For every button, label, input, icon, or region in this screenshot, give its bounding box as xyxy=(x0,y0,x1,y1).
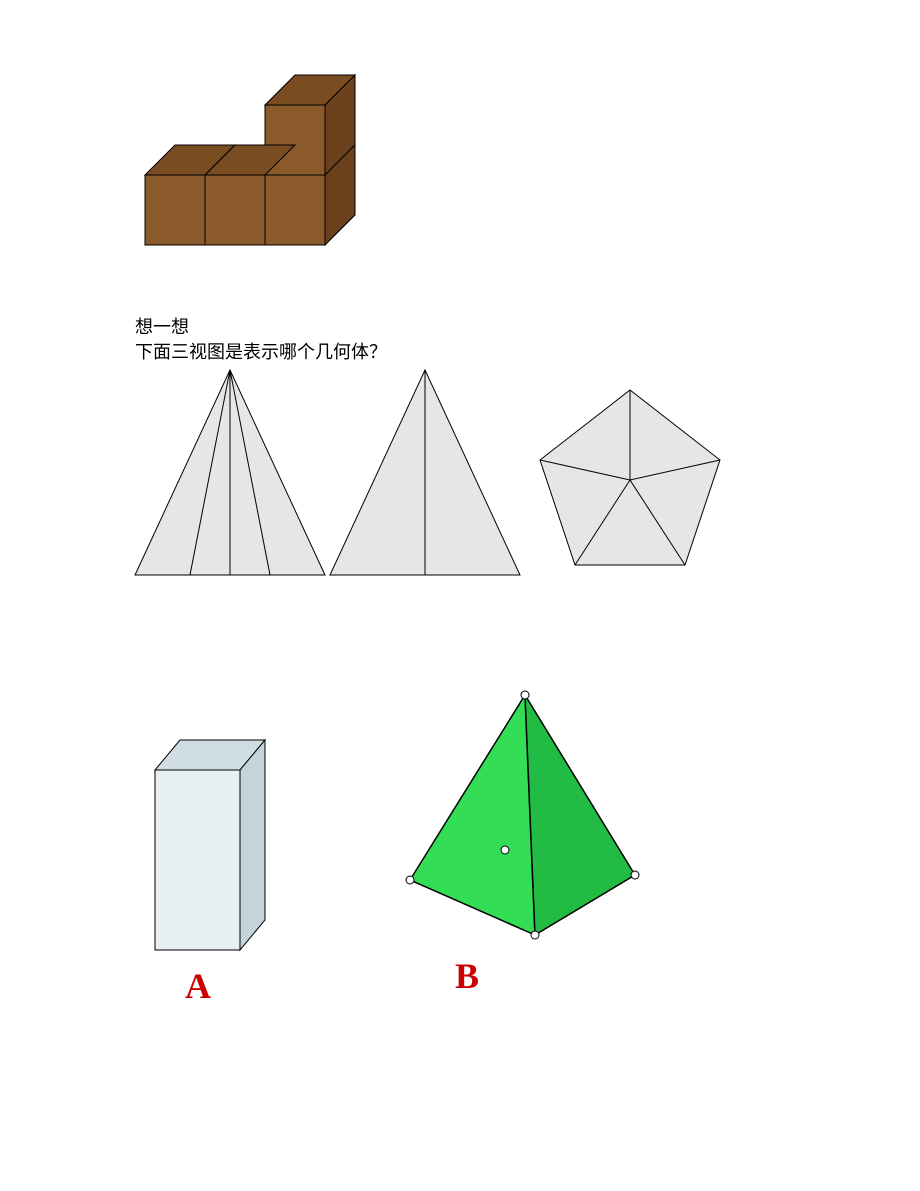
view-front xyxy=(135,370,325,575)
cube-m-front xyxy=(205,175,265,245)
prism-front xyxy=(155,770,240,950)
option-a-figure xyxy=(150,735,300,965)
option-b-label: B xyxy=(455,955,479,997)
pyramid-front-right xyxy=(525,695,635,935)
option-a-label: A xyxy=(185,965,211,1007)
three-views xyxy=(130,365,780,595)
prism-side xyxy=(240,740,265,950)
question-text: 下面三视图是表示哪个几何体？ xyxy=(135,340,387,365)
view-top xyxy=(540,390,720,565)
view-side xyxy=(330,370,520,575)
think-text: 想一想 xyxy=(135,315,189,340)
cube-l-front xyxy=(145,175,205,245)
option-b-figure xyxy=(380,685,660,965)
pyramid-front-left xyxy=(410,695,535,935)
cube-figure xyxy=(130,70,390,300)
cube-r-front xyxy=(265,175,325,245)
page: 想一想 下面三视图是表示哪个几何体？ xyxy=(0,0,920,1191)
